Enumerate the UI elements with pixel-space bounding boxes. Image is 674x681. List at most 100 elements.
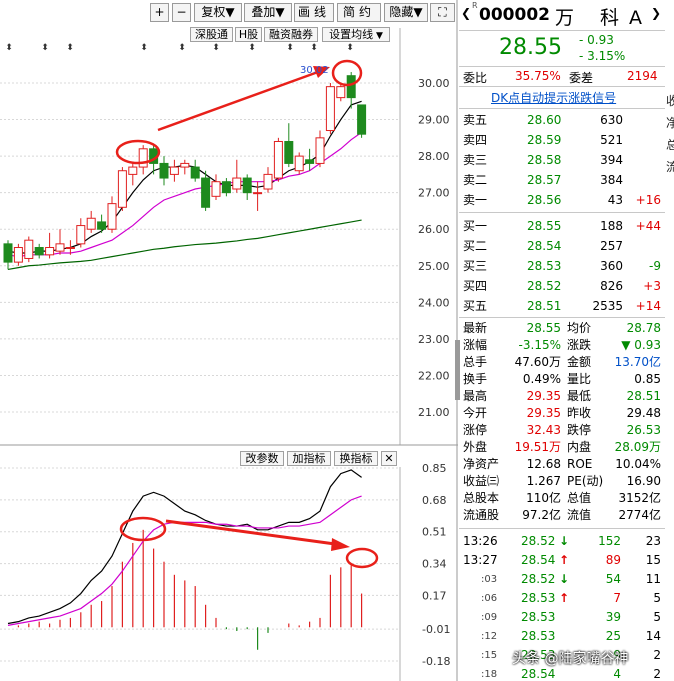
buy-order-row[interactable]: 买二 28.54 257	[459, 236, 665, 256]
zoom-out-button[interactable]: −	[172, 3, 191, 22]
sell-order-row[interactable]: 卖五 28.60 630	[459, 110, 665, 130]
splitter-handle[interactable]	[455, 340, 460, 400]
candle-body	[242, 177, 252, 194]
indicator-tick-label: -0.01	[422, 623, 450, 636]
ma-settings-button[interactable]: 设置均线 ▼	[322, 27, 390, 42]
dk-signal-link[interactable]: DK点自动提示涨跌信号	[491, 91, 617, 105]
tick-count: 2	[653, 648, 661, 662]
event-marker-icon[interactable]: ⬍	[5, 43, 13, 53]
candle-body	[107, 203, 117, 230]
sell-order-label: 卖一	[463, 193, 488, 207]
candle	[169, 159, 179, 182]
stat-label: 内盘	[567, 440, 592, 454]
candle-body	[180, 162, 190, 168]
indicator-axis-labels: -0.18 -0.01 0.17 0.34 0.51 0.68 0.85	[422, 462, 450, 668]
stat-label: PE(动)	[567, 474, 604, 488]
candle-body	[201, 177, 211, 208]
candle-body	[159, 162, 169, 179]
simple-mode-button[interactable]: 简约	[337, 3, 381, 22]
change-params-button[interactable]: 改参数	[240, 451, 284, 466]
restore-rights-button[interactable]: 复权▼	[194, 3, 242, 22]
event-marker-icon[interactable]: ⬍	[212, 43, 220, 53]
tick-time: :12	[481, 631, 498, 642]
add-indicator-button[interactable]: 加指标	[287, 451, 331, 466]
sell-order-row[interactable]: 卖二 28.57 384	[459, 170, 665, 190]
price-tick-label: 28.00	[418, 150, 450, 163]
event-marker-icon[interactable]: ⬍	[41, 43, 49, 53]
annotation-circle-ind-1	[119, 516, 167, 542]
candle	[294, 152, 304, 175]
sell-order-volume: 630	[600, 113, 623, 127]
kline-chart-svg[interactable]: 21.00 22.00 23.00 24.00 25.00 26.00 27.00 28.00…	[0, 0, 458, 681]
candle	[263, 167, 273, 193]
candle-body	[325, 86, 335, 132]
zoom-in-button[interactable]: +	[150, 3, 169, 22]
event-marker-icon[interactable]: ⬍	[140, 43, 148, 53]
sell-order-row[interactable]: 卖一 28.56 43 +16	[459, 190, 665, 210]
nav-right-icon[interactable]: ❯	[651, 6, 662, 20]
chevron-down-icon: ▼	[413, 5, 423, 19]
stat-value: 32.43	[526, 423, 561, 437]
tick-count: 2	[653, 667, 661, 681]
chart-area[interactable]: 21.00 22.00 23.00 24.00 25.00 26.00 27.00 28.00…	[0, 0, 458, 681]
fullscreen-icon[interactable]: ⛶	[430, 3, 455, 22]
buy-order-row[interactable]: 买一 28.55 188 +44	[459, 216, 665, 236]
candle-body	[55, 243, 65, 252]
overlay-button[interactable]: 叠加▼	[244, 3, 292, 22]
buy-order-label: 买二	[463, 239, 488, 253]
indicator-tick-label: 0.51	[422, 526, 447, 539]
stat-value: -3.15%	[518, 338, 561, 352]
stat-row: 总股本 110亿 总值 3152亿	[459, 490, 665, 507]
tick-arrow-icon: ↓	[559, 572, 570, 586]
indicator-tick-label: -0.18	[422, 655, 450, 668]
candle-body	[305, 159, 315, 164]
event-marker-icon[interactable]: ⬍	[286, 43, 294, 53]
stat-label: 量比	[567, 372, 592, 386]
stat-label: 流通股	[463, 508, 500, 522]
candle	[34, 243, 44, 259]
sell-order-row[interactable]: 卖三 28.58 394	[459, 150, 665, 170]
buy-order-price: 28.52	[527, 279, 562, 293]
h-share-button[interactable]: H股	[235, 27, 262, 42]
candle-body	[117, 170, 127, 208]
event-marker-icon[interactable]: ⬍	[66, 43, 74, 53]
price-tick-label: 27.00	[418, 187, 450, 200]
buy-order-row[interactable]: 买三 28.53 360 -9	[459, 256, 665, 276]
candle-body	[357, 104, 367, 135]
buy-order-label: 买四	[463, 279, 488, 293]
sz-link-button[interactable]: 深股通	[190, 27, 233, 42]
buy-order-price: 28.55	[527, 219, 562, 233]
stat-label: 今开	[463, 406, 488, 420]
buy-order-price: 28.54	[527, 239, 562, 253]
candle	[357, 104, 367, 138]
hide-button[interactable]: 隐藏▼	[384, 3, 428, 22]
event-marker-icon[interactable]: ⬍	[248, 43, 256, 53]
buy-order-price: 28.53	[527, 259, 562, 273]
tick-arrow-icon: ↑	[559, 553, 570, 567]
divider	[459, 108, 665, 109]
close-indicator-icon[interactable]: ✕	[381, 451, 397, 466]
nav-left-icon[interactable]: ❮	[461, 6, 472, 20]
tick-price: 28.53	[521, 648, 556, 662]
sell-order-row[interactable]: 卖四 28.59 521	[459, 130, 665, 150]
candle-body	[336, 86, 346, 99]
buy-order-row[interactable]: 买五 28.51 2535 +14	[459, 296, 665, 316]
draw-line-button[interactable]: 画线	[294, 3, 334, 22]
tick-price: 28.54	[521, 553, 556, 567]
event-marker-icon[interactable]: ⬍	[310, 43, 318, 53]
margin-trading-button[interactable]: 融资融券	[264, 27, 318, 42]
buy-order-row[interactable]: 买四 28.52 826 +3	[459, 276, 665, 296]
candle	[232, 159, 242, 193]
buy-order-delta: +14	[635, 299, 661, 313]
switch-indicator-button[interactable]: 换指标	[334, 451, 378, 466]
event-marker-icon[interactable]: ⬍	[346, 43, 354, 53]
event-marker-icon[interactable]: ⬍	[178, 43, 186, 53]
chart-background	[0, 0, 458, 681]
price-tick-label: 30.00	[418, 77, 450, 90]
tick-row: :15 28.53 9 2	[459, 646, 665, 665]
stat-value: 26.53	[626, 423, 661, 437]
stat-row: 净资产 12.68 ROE 10.04%	[459, 456, 665, 473]
watermark: 头条 @陆家嘴谷神	[512, 651, 629, 667]
stat-value: 97.2亿	[522, 508, 561, 522]
stat-label: 总股本	[463, 491, 500, 505]
